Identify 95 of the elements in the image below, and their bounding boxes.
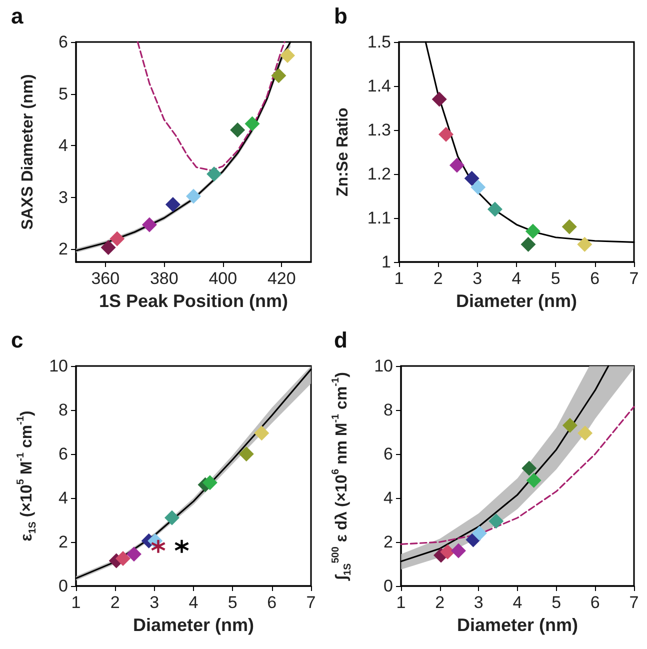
point xyxy=(254,426,270,441)
chart-title: a xyxy=(11,4,24,28)
point xyxy=(472,526,487,541)
x-tick-label: 6 xyxy=(590,269,600,288)
y-tick-label: 10 xyxy=(49,356,68,376)
y-tick-label: 2 xyxy=(384,532,393,552)
point xyxy=(526,472,542,488)
point xyxy=(165,197,180,212)
y-tick-label: 1.2 xyxy=(367,164,391,184)
x-tick-label: 380 xyxy=(150,269,178,288)
point xyxy=(488,514,504,529)
y-tick-label: 10 xyxy=(374,356,393,376)
x-tick-label: 6 xyxy=(267,593,277,612)
y-tick-label: 6 xyxy=(384,444,393,464)
point xyxy=(450,543,466,558)
x-tick-label: 2 xyxy=(110,593,120,612)
y-tick-label: 1 xyxy=(382,252,391,272)
point xyxy=(164,510,180,526)
point xyxy=(206,166,222,182)
x-tick-label: 7 xyxy=(306,593,316,612)
point xyxy=(110,231,125,246)
x-axis-title: Diameter (nm) xyxy=(132,615,254,635)
x-tick-label: 5 xyxy=(552,593,562,612)
y-tick-label: 5 xyxy=(58,84,68,104)
y-tick-label: 4 xyxy=(384,488,393,508)
y-tick-label: 0 xyxy=(58,576,68,596)
y-tick-label: 2 xyxy=(58,240,68,259)
point xyxy=(230,122,246,138)
x-tick-label: 400 xyxy=(208,269,238,288)
point xyxy=(280,48,295,63)
y-tick-label: 1.3 xyxy=(367,120,391,140)
point xyxy=(244,116,260,132)
x-tick-label: 3 xyxy=(472,269,482,288)
text: ∫1S500 ε dλ (×106 nm M-1 cm-1) xyxy=(330,372,354,580)
point xyxy=(126,546,142,562)
x-tick-label: 360 xyxy=(91,269,120,288)
x-tick-label: 7 xyxy=(629,593,639,612)
point xyxy=(562,219,577,234)
point xyxy=(562,418,578,433)
point xyxy=(487,202,502,217)
x-tick-label: 4 xyxy=(188,593,198,612)
x-tick-label: 3 xyxy=(150,593,160,612)
point xyxy=(150,538,166,554)
point xyxy=(464,170,480,186)
x-tick-label: 5 xyxy=(550,269,560,288)
y-tick-label: 4 xyxy=(58,136,68,156)
point xyxy=(525,224,540,239)
y-tick-label: 8 xyxy=(58,400,68,420)
y-axis-title: Zn:Se Ratio xyxy=(334,107,352,196)
x-tick-label: 1 xyxy=(396,593,406,612)
y-tick-label: 3 xyxy=(58,188,68,207)
x-axis-title: Diameter (nm) xyxy=(456,615,578,635)
point xyxy=(186,188,201,204)
x-tick-label: 2 xyxy=(435,593,445,612)
point xyxy=(449,158,464,173)
y-tick-label: 6 xyxy=(58,32,68,52)
x-tick-label: 7 xyxy=(629,269,639,288)
x-tick-label: 420 xyxy=(267,269,296,288)
x-tick-label: 5 xyxy=(228,593,238,612)
x-tick-label: 3 xyxy=(474,593,484,612)
x-axis-title: 1S Peak Position (nm) xyxy=(98,291,288,311)
chart-title: b xyxy=(334,4,348,28)
y-tick-label: 0 xyxy=(384,576,393,596)
x-tick-label: 1 xyxy=(71,593,81,612)
point xyxy=(578,426,593,441)
point xyxy=(438,126,454,142)
y-tick-label: 1.5 xyxy=(367,32,391,52)
point xyxy=(520,236,536,252)
y-tick-label: 6 xyxy=(58,444,68,464)
point xyxy=(116,551,130,566)
point xyxy=(271,68,286,84)
y-tick-label: 8 xyxy=(384,400,393,420)
x-tick-label: 2 xyxy=(433,269,443,288)
y-axis-title: SAXS Diameter (nm) xyxy=(20,74,36,230)
y-tick-label: 1.1 xyxy=(367,208,391,228)
x-tick-label: 4 xyxy=(512,593,522,612)
chart-title: d xyxy=(334,328,348,352)
point xyxy=(202,475,218,490)
point xyxy=(440,544,456,560)
x-tick-label: 6 xyxy=(590,593,600,612)
y-tick-label: 2 xyxy=(58,532,68,552)
x-tick-label: 4 xyxy=(512,269,522,288)
point xyxy=(432,92,447,107)
x-axis-title: Diameter (nm) xyxy=(456,291,578,311)
point xyxy=(522,460,537,476)
point xyxy=(142,217,157,232)
point xyxy=(470,180,486,195)
point xyxy=(577,236,592,252)
chart-title: c xyxy=(11,328,24,352)
point xyxy=(238,446,254,462)
point xyxy=(174,538,190,554)
y-tick-label: 1.4 xyxy=(367,76,391,96)
text: ε1S (×105 M-1 cm-1) xyxy=(16,410,39,542)
point xyxy=(100,240,116,256)
y-tick-label: 4 xyxy=(58,488,68,508)
